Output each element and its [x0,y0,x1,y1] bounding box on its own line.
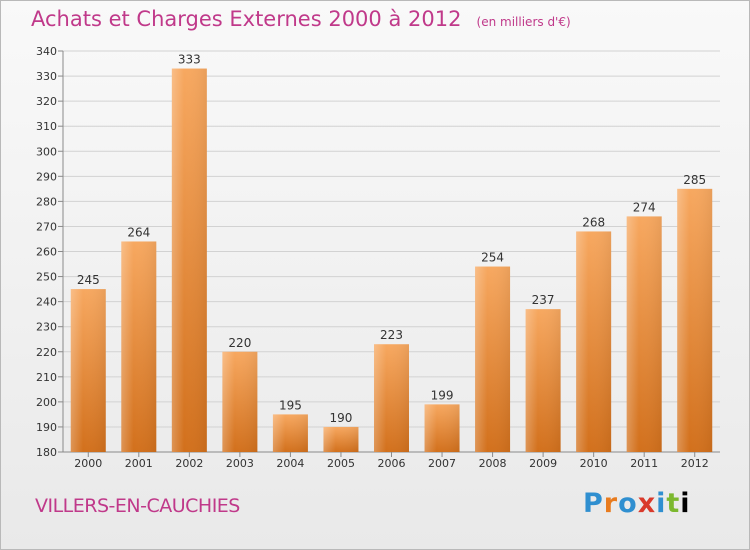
y-tick-label: 220 [36,346,57,359]
y-tick-label: 240 [36,296,57,309]
y-tick-label: 270 [36,220,57,233]
x-tick-label: 2002 [175,457,203,470]
bar-value-label: 220 [228,336,251,350]
x-tick-label: 2003 [226,457,254,470]
bar-shading [525,309,561,452]
y-tick-label: 280 [36,195,57,208]
x-tick-label: 2004 [276,457,304,470]
bar-value-label: 237 [532,293,555,307]
y-tick-label: 300 [36,145,57,158]
bar-value-label: 223 [380,328,403,342]
y-tick-label: 330 [36,70,57,83]
x-tick-label: 2005 [327,457,355,470]
logo-letter: i [680,488,691,519]
bar-value-label: 268 [582,215,605,229]
x-tick-label: 2001 [125,457,153,470]
y-tick-label: 320 [36,95,57,108]
y-tick-label: 250 [36,271,57,284]
y-tick-label: 260 [36,246,57,259]
logo-letter: P [583,488,604,519]
x-tick-label: 2007 [428,457,456,470]
bar-value-label: 195 [279,398,302,412]
x-tick-label: 2010 [580,457,608,470]
chart-title: Achats et Charges Externes 2000 à 2012 [31,7,462,31]
bar-value-label: 245 [77,273,100,287]
bar-value-label: 285 [683,173,706,187]
bar-shading [374,344,409,452]
bar-value-label: 190 [330,411,353,425]
logo-letter: x [637,488,657,519]
logo-letter: o [618,488,638,519]
bar-shading [70,289,106,452]
commune-name: VILLERS-EN-CAUCHIES [35,495,240,517]
y-tick-label: 190 [36,421,57,434]
y-tick-label: 310 [36,120,57,133]
y-tick-label: 340 [36,45,57,58]
x-tick-label: 2000 [74,457,102,470]
y-tick-label: 210 [36,371,57,384]
bar-shading [626,216,662,452]
bar-value-label: 199 [431,388,454,402]
bar-value-label: 333 [178,53,201,67]
x-tick-label: 2008 [479,457,507,470]
chart-unit: (en milliers d'€) [476,15,571,29]
logo-letter: i [656,488,667,519]
y-tick-label: 230 [36,321,57,334]
bar-shading [222,351,258,452]
y-tick-label: 200 [36,396,57,409]
y-tick-label: 180 [36,446,57,459]
bar-value-label: 254 [481,251,504,265]
bar-shading [171,68,207,452]
bar-shading [121,241,157,452]
x-tick-label: 2011 [630,457,658,470]
bar-shading [323,426,359,452]
x-tick-label: 2009 [529,457,557,470]
bar-value-label: 264 [127,225,150,239]
bar-shading [576,231,612,452]
bar-value-label: 274 [633,200,656,214]
proxiti-logo: Proxiti [583,488,691,519]
x-tick-label: 2012 [681,457,709,470]
bar-shading [424,404,460,452]
logo-letter: r [603,488,619,519]
bar-shading [272,414,308,452]
chart-title-block: Achats et Charges Externes 2000 à 2012 (… [31,7,571,31]
bar-shading [475,266,511,452]
logo-letter: t [666,488,681,519]
x-tick-label: 2006 [378,457,406,470]
bar-shading [677,188,713,452]
y-tick-label: 290 [36,170,57,183]
